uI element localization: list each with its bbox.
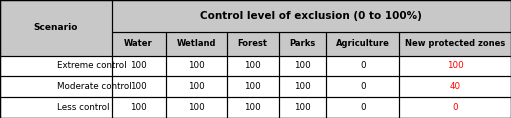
Text: Moderate control: Moderate control (57, 82, 132, 91)
Bar (166, 56, 227, 76)
Text: Agriculture: Agriculture (336, 39, 390, 48)
Text: 0: 0 (360, 103, 365, 112)
Bar (0, 97, 511, 118)
Bar (166, 97, 227, 118)
Text: 0: 0 (452, 103, 458, 112)
Text: 100: 100 (294, 82, 311, 91)
Bar (326, 56, 400, 76)
Bar (326, 76, 400, 97)
Bar (278, 76, 326, 97)
Text: 100: 100 (447, 61, 463, 70)
Bar (166, 32, 227, 56)
Bar (326, 97, 400, 118)
Text: Extreme control: Extreme control (57, 61, 127, 70)
Bar (227, 32, 278, 56)
Bar (400, 56, 511, 76)
Bar (111, 0, 511, 32)
Text: Parks: Parks (289, 39, 315, 48)
Bar (326, 32, 400, 56)
Bar (227, 76, 278, 97)
Text: 100: 100 (244, 103, 261, 112)
Text: Forest: Forest (238, 39, 268, 48)
Text: 40: 40 (450, 82, 461, 91)
Bar (400, 32, 511, 56)
Bar (166, 76, 227, 97)
Text: 100: 100 (244, 82, 261, 91)
Text: Wetland: Wetland (176, 39, 216, 48)
Text: 100: 100 (294, 61, 311, 70)
Text: 100: 100 (130, 82, 147, 91)
Text: Less control: Less control (57, 103, 109, 112)
Text: 100: 100 (188, 103, 204, 112)
Bar (0, 56, 511, 76)
Text: 100: 100 (130, 61, 147, 70)
Text: 0: 0 (360, 61, 365, 70)
Bar (0, 0, 511, 56)
Bar (400, 76, 511, 97)
Bar (227, 56, 278, 76)
Text: 0: 0 (360, 82, 365, 91)
Text: Water: Water (124, 39, 153, 48)
Bar (0, 76, 111, 97)
Text: 100: 100 (244, 61, 261, 70)
Text: 100: 100 (188, 82, 204, 91)
Bar (0, 56, 111, 76)
Text: 100: 100 (130, 103, 147, 112)
Bar (400, 97, 511, 118)
Bar (0, 97, 111, 118)
Bar (0, 76, 511, 97)
Bar (227, 97, 278, 118)
Bar (111, 56, 166, 76)
Text: Control level of exclusion (0 to 100%): Control level of exclusion (0 to 100%) (200, 11, 422, 21)
Bar (278, 32, 326, 56)
Bar (0, 0, 111, 56)
Bar (278, 97, 326, 118)
Bar (111, 76, 166, 97)
Text: New protected zones: New protected zones (405, 39, 505, 48)
Text: Scenario: Scenario (34, 23, 78, 32)
Bar (278, 56, 326, 76)
Bar (111, 32, 166, 56)
Bar (111, 97, 166, 118)
Text: 100: 100 (188, 61, 204, 70)
Text: 100: 100 (294, 103, 311, 112)
